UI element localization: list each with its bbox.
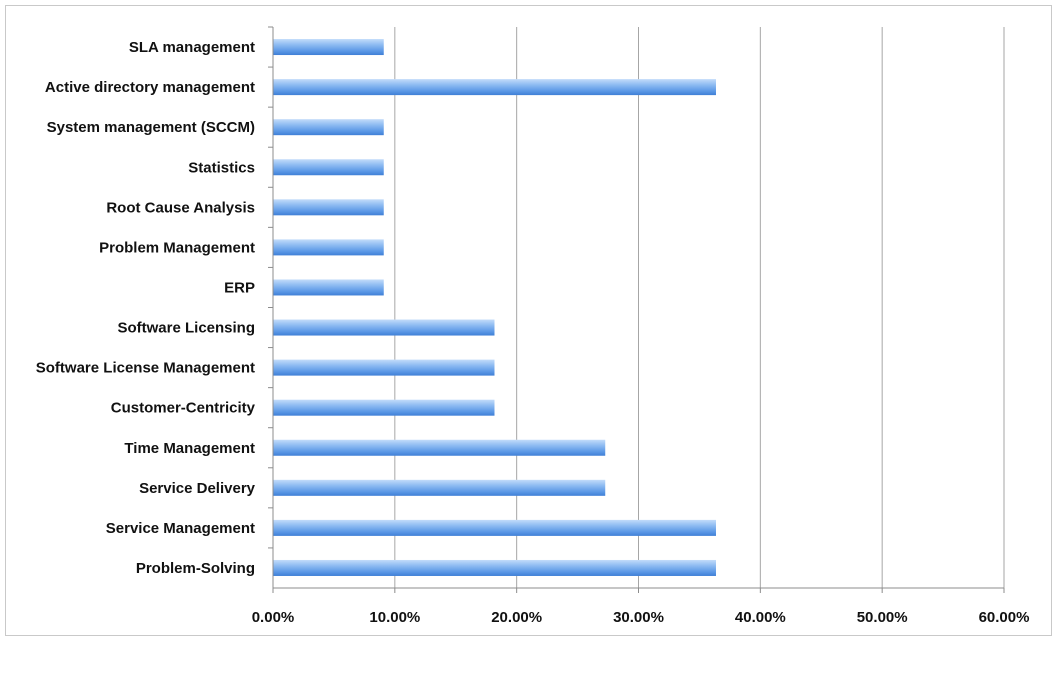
bar bbox=[273, 159, 384, 176]
category-label: Root Cause Analysis bbox=[106, 199, 255, 216]
bar bbox=[273, 439, 606, 456]
category-labels: SLA management Active directory managemen… bbox=[36, 39, 256, 577]
category-label: Software Licensing bbox=[117, 320, 255, 337]
category-label: Problem-Solving bbox=[136, 560, 255, 577]
category-label: ERP bbox=[224, 279, 255, 296]
bar bbox=[273, 119, 384, 136]
category-label: Customer-Centricity bbox=[111, 400, 256, 417]
category-label: Problem Management bbox=[99, 239, 255, 256]
x-tick-label: 10.00% bbox=[369, 609, 420, 626]
x-tick-label: 0.00% bbox=[252, 609, 295, 626]
bar bbox=[273, 519, 716, 536]
bar bbox=[273, 359, 495, 376]
x-tick-label: 50.00% bbox=[857, 609, 908, 626]
bar bbox=[273, 239, 384, 256]
category-label: System management (SCCM) bbox=[47, 119, 255, 136]
bar bbox=[273, 559, 716, 576]
axes bbox=[268, 26, 1005, 593]
category-label: Service Delivery bbox=[139, 480, 256, 497]
bar bbox=[273, 279, 384, 296]
bars bbox=[273, 39, 716, 576]
category-label: SLA management bbox=[129, 39, 255, 56]
category-label: Software License Management bbox=[36, 360, 255, 377]
x-tick-label: 60.00% bbox=[979, 609, 1030, 626]
x-tick-label: 30.00% bbox=[613, 609, 664, 626]
bar bbox=[273, 39, 384, 56]
x-tick-label: 20.00% bbox=[491, 609, 542, 626]
category-label: Statistics bbox=[188, 159, 255, 176]
bar bbox=[273, 79, 716, 96]
x-tick-label: 40.00% bbox=[735, 609, 786, 626]
bar bbox=[273, 479, 606, 496]
category-label: Active directory management bbox=[45, 79, 255, 96]
bar bbox=[273, 199, 384, 216]
bar bbox=[273, 319, 495, 336]
category-label: Service Management bbox=[106, 520, 255, 537]
bar bbox=[273, 399, 495, 416]
category-label: Time Management bbox=[124, 440, 255, 457]
gridlines bbox=[394, 27, 1005, 588]
x-tick-labels: 0.00% 10.00% 20.00% 30.00% 40.00% 50.00% 60.00… bbox=[252, 609, 1030, 626]
